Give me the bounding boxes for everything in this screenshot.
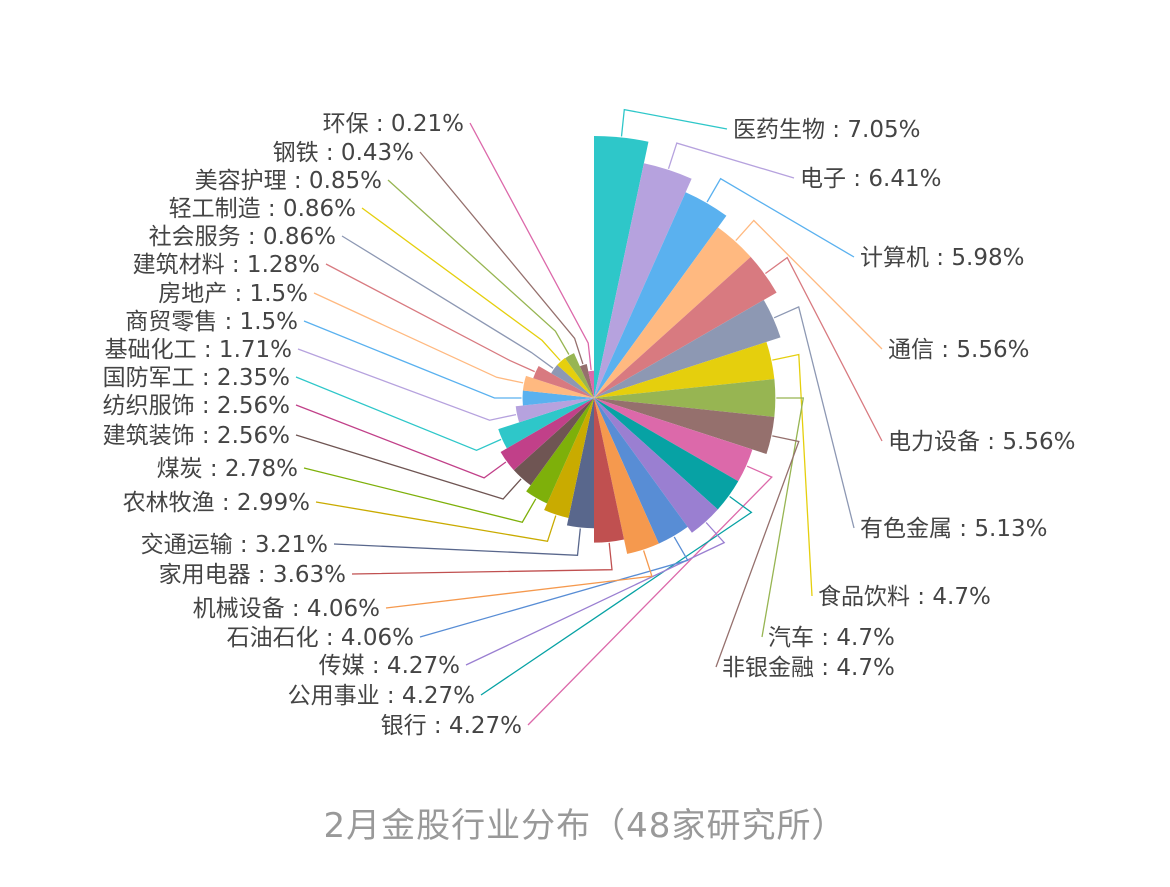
slice-label: 计算机 : 5.98% [860, 245, 1024, 271]
leader-line [313, 292, 524, 384]
rose-pie-chart: 医药生物 : 7.05% 电子 : 6.41% 计算机 : 5.98% 通信 : 5.… [103, 108, 1076, 739]
leader-line [706, 177, 855, 258]
slice-label: 有色金属 : 5.13% [860, 516, 1047, 542]
leader-line [387, 179, 570, 355]
leader-line [715, 435, 800, 668]
pie-slice [515, 398, 594, 423]
leader-line [333, 528, 581, 556]
pie-slice [588, 370, 594, 398]
leader-line [735, 219, 883, 350]
slice-label: 煤炭 : 2.78% [157, 456, 298, 482]
pie-slice [566, 398, 594, 529]
pie-slice [594, 299, 781, 398]
leader-line [527, 465, 773, 726]
leader-line [465, 522, 726, 666]
slice-label: 传媒 : 4.27% [319, 653, 460, 679]
slice-label: 医药生物 : 7.05% [733, 117, 920, 143]
pie-slice [594, 398, 753, 482]
slice-label: 汽车 : 4.7% [768, 625, 895, 651]
pie-slice [594, 256, 777, 398]
slice-label: 基础化工 : 1.71% [105, 337, 292, 363]
pie-slice [544, 398, 594, 518]
slice-label: 社会服务 : 0.86% [149, 224, 336, 250]
leader-line [303, 320, 522, 399]
pie-slice [522, 375, 594, 398]
pie-slice [594, 398, 625, 543]
leader-line [765, 256, 883, 442]
pie-slice [557, 357, 594, 398]
pie-slice [594, 398, 659, 554]
leader-line [419, 151, 584, 365]
leader-line [297, 348, 517, 421]
slice-label: 食品饮料 : 4.7% [818, 584, 991, 610]
slice-label: 家用电器 : 3.63% [159, 562, 346, 588]
pie-slice [526, 398, 594, 504]
pie-slice [551, 364, 594, 398]
leader-line [761, 397, 805, 638]
leader-lines-group [295, 108, 883, 726]
leader-line [667, 142, 795, 179]
slice-label: 轻工制造 : 0.86% [169, 196, 356, 222]
slice-label: 公用事业 : 4.27% [288, 683, 475, 709]
pie-slice [522, 390, 594, 406]
leader-line [295, 404, 507, 479]
slice-label: 机械设备 : 4.06% [193, 596, 380, 622]
pie-slice [500, 398, 594, 471]
pie-slice [594, 379, 776, 417]
slice-label: 农林牧渔 : 2.99% [123, 490, 310, 516]
slices-group [498, 136, 781, 554]
leader-line [620, 108, 728, 137]
leader-line [315, 501, 557, 543]
leader-line [295, 434, 522, 500]
slice-label: 银行 : 4.27% [381, 713, 522, 739]
pie-slice [533, 366, 594, 398]
pie-slice [594, 192, 727, 398]
slice-label: 纺织服饰 : 2.56% [103, 393, 290, 419]
leader-line [361, 207, 561, 361]
slice-label: 电力设备 : 5.56% [888, 429, 1075, 455]
labels-group: 医药生物 : 7.05% 电子 : 6.41% 计算机 : 5.98% 通信 : 5.… [103, 111, 1076, 739]
leader-line [341, 235, 554, 369]
leader-line [469, 122, 592, 370]
chart-caption: 2月金股行业分布（48家研究所） [323, 806, 847, 846]
leader-line [351, 542, 613, 575]
slice-label: 环保 : 0.21% [323, 111, 464, 137]
pie-slice [498, 398, 594, 449]
slice-label: 房地产 : 1.5% [158, 281, 308, 307]
slice-label: 钢铁 : 0.43% [273, 140, 414, 166]
pie-slice [594, 398, 718, 533]
pie-slice [594, 398, 688, 544]
slice-label: 电子 : 6.41% [800, 166, 941, 192]
leader-line [419, 536, 689, 638]
leader-line [295, 376, 502, 452]
leader-line [480, 495, 753, 696]
leader-line [385, 550, 653, 609]
pie-slice [565, 353, 594, 398]
pie-slice [594, 136, 649, 398]
leader-line [325, 263, 535, 373]
slice-label: 商贸零售 : 1.5% [125, 309, 298, 335]
slice-label: 非银金融 : 4.7% [722, 655, 895, 681]
leader-line [773, 305, 855, 529]
leader-line [303, 467, 537, 523]
slice-label: 通信 : 5.56% [888, 337, 1029, 363]
slice-label: 国防军工 : 2.35% [103, 365, 290, 391]
pie-slice [513, 398, 594, 486]
slice-label: 建筑装饰 : 2.56% [103, 423, 290, 449]
slice-label: 美容护理 : 0.85% [195, 168, 382, 194]
slice-label: 石油石化 : 4.06% [227, 625, 414, 651]
pie-slice [579, 364, 594, 398]
slice-label: 交通运输 : 3.21% [141, 532, 328, 558]
pie-slice [594, 398, 775, 455]
leader-line [772, 353, 813, 597]
slice-label: 建筑材料 : 1.28% [133, 252, 320, 278]
pie-slice [594, 341, 775, 398]
pie-slice [594, 398, 739, 510]
pie-slice [594, 163, 692, 398]
pie-slice [594, 227, 751, 398]
